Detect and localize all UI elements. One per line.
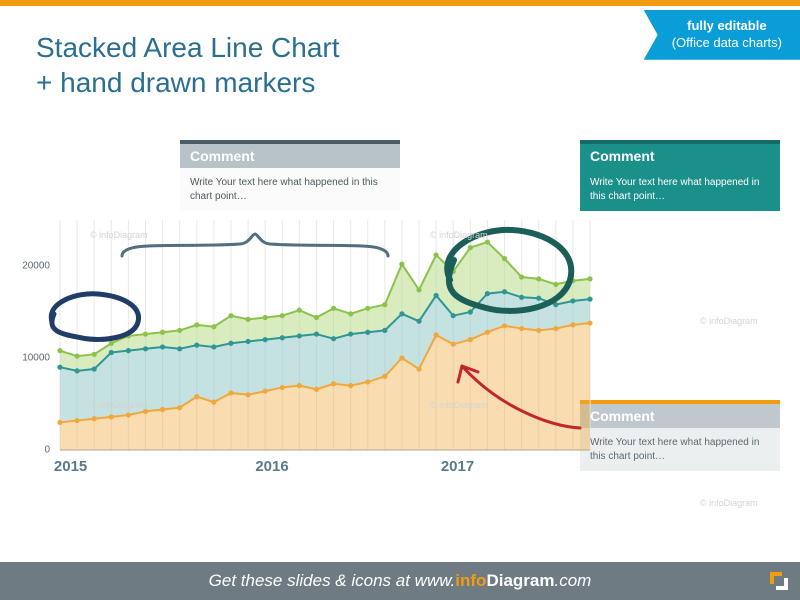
watermark: © infoDiagram — [700, 316, 758, 326]
comment-title: Comment — [180, 140, 400, 168]
ellipse-navy-annotation — [40, 288, 144, 344]
footer-bar: Get these slides & icons at www. info Di… — [0, 562, 800, 600]
comment-body: Write Your text here what happened in th… — [180, 168, 400, 211]
xlabel-2015: 2015 — [54, 458, 87, 475]
top-accent-bar — [0, 0, 800, 6]
footer-brand-hi: info — [455, 571, 486, 591]
comment-box-top: Comment Write Your text here what happen… — [180, 140, 400, 211]
comment-body: Write Your text here what happened in th… — [580, 428, 780, 471]
footer-brand-lo: Diagram — [486, 571, 554, 591]
ytick-1: 10000 — [22, 353, 50, 364]
footer-prefix: Get these slides & icons at www. — [209, 571, 456, 591]
badge-line2: (Office data charts) — [672, 35, 782, 52]
footer-suffix: .com — [554, 571, 591, 591]
comment-box-bottom: Comment Write Your text here what happen… — [580, 400, 780, 471]
comment-box-right: Comment Write Your text here what happen… — [580, 140, 780, 211]
badge-line1: fully editable — [672, 18, 782, 35]
arrow-red-annotation — [448, 356, 588, 436]
footer-corner-icon — [768, 570, 790, 592]
xlabel-2016: 2016 — [255, 458, 288, 475]
comment-body: Write Your text here what happened in th… — [580, 168, 780, 211]
page-title: Stacked Area Line Chart + hand drawn mar… — [36, 30, 340, 100]
title-line2: + hand drawn markers — [36, 65, 340, 100]
ytick-0: 0 — [44, 445, 50, 456]
ytick-2: 20000 — [22, 261, 50, 272]
brace-annotation — [120, 232, 390, 258]
ellipse-teal-annotation — [432, 222, 578, 318]
watermark: © infoDiagram — [700, 498, 758, 508]
title-line1: Stacked Area Line Chart — [36, 30, 340, 65]
editable-badge: fully editable (Office data charts) — [644, 10, 800, 60]
comment-title: Comment — [580, 140, 780, 168]
xlabel-2017: 2017 — [441, 458, 474, 475]
comment-title: Comment — [580, 400, 780, 428]
